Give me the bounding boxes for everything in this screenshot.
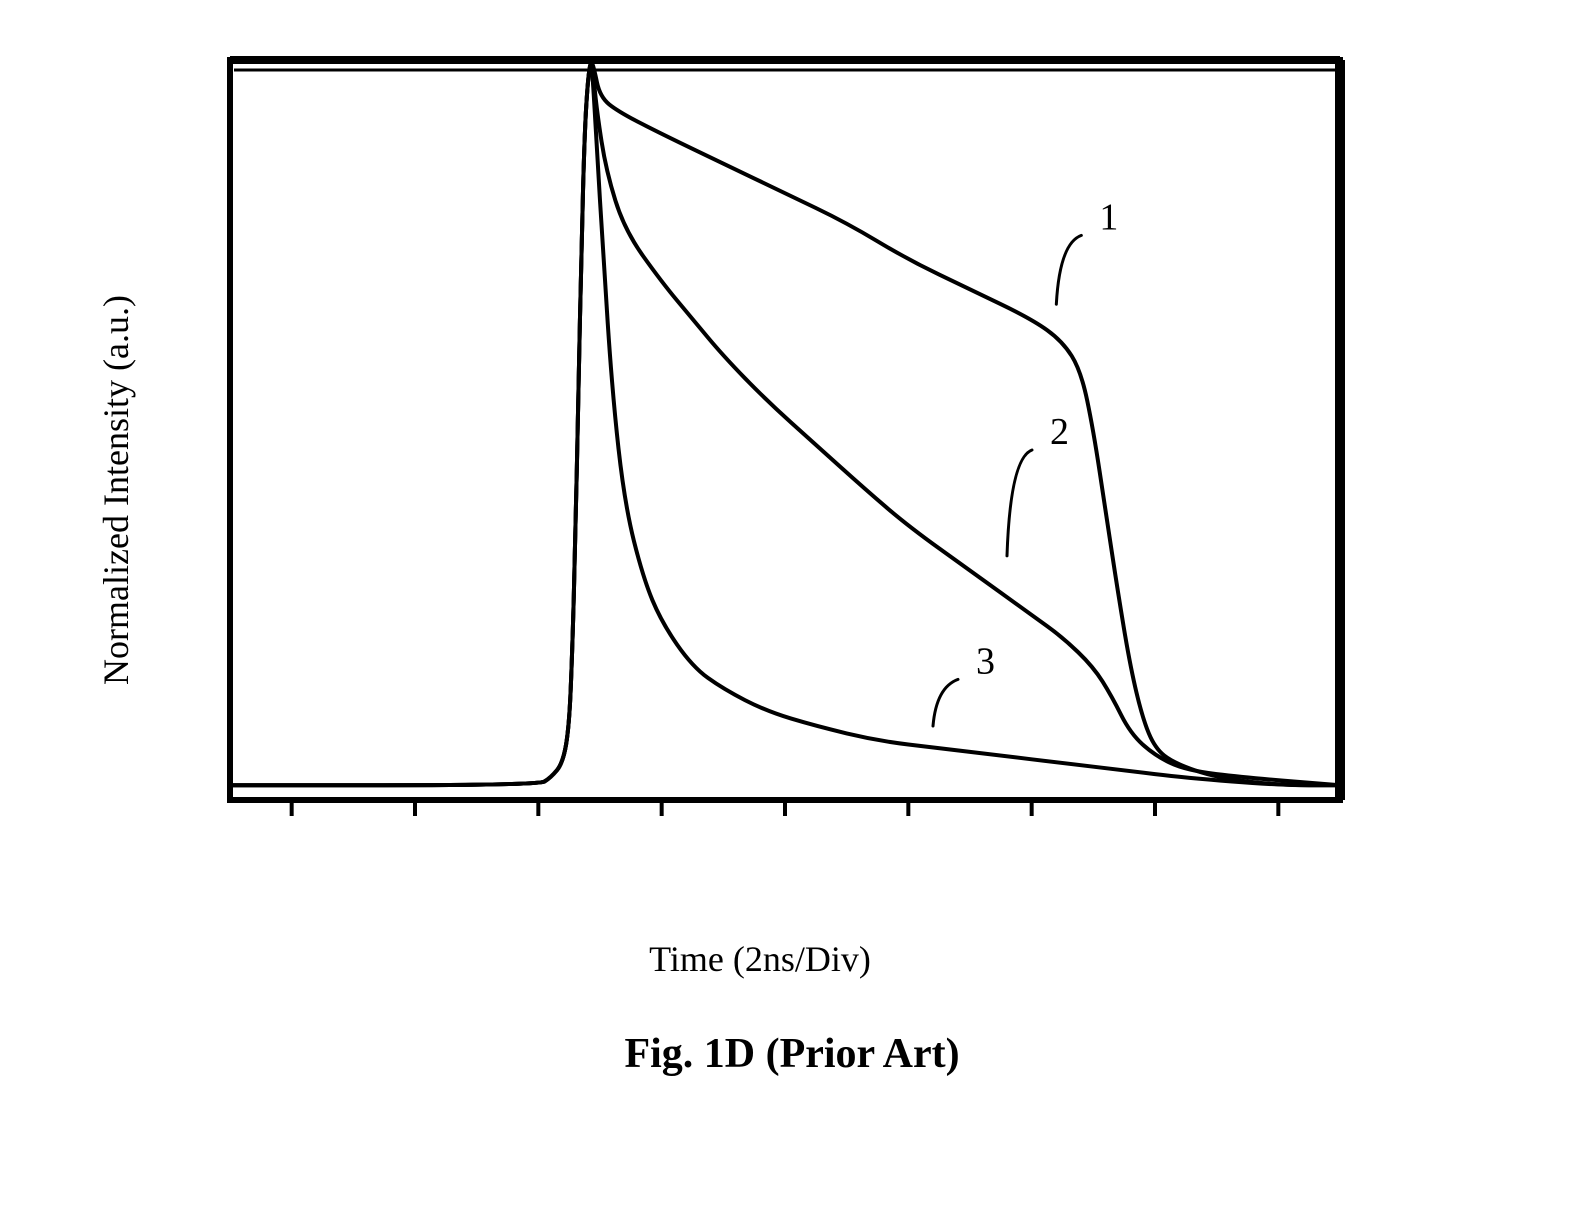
figure-caption: Fig. 1D (Prior Art) [624, 1030, 959, 1078]
y-axis-label: Normalized Intensity (a.u.) [95, 295, 137, 685]
x-axis-label: Time (2ns/Div) [649, 938, 871, 980]
curve-3-label: 3 [976, 640, 995, 682]
curve-2-label: 2 [1050, 411, 1069, 453]
chart-svg: 1 2 3 [140, 40, 1380, 860]
chart-area: 123 Normalized Intensity (a.u.) Time (2n… [140, 40, 1380, 940]
curve-1-label: 1 [1099, 196, 1118, 238]
page: 1 2 3 Normalized Intensity (a.u.) Time (2n… [0, 0, 1584, 1219]
